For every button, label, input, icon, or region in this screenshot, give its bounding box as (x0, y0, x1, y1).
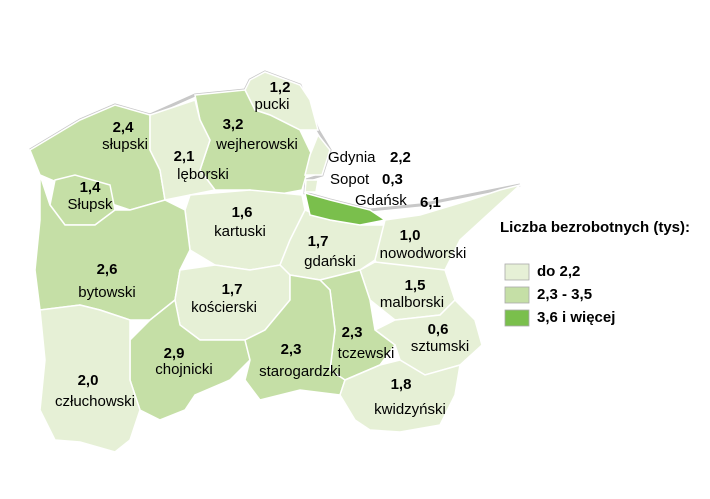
legend-label: do 2,2 (537, 263, 580, 280)
region-value: 1,7 (308, 233, 329, 250)
region-value: 1,0 (400, 227, 421, 244)
region-name: sztumski (411, 338, 469, 355)
region-value: 1,2 (270, 79, 291, 96)
region (304, 179, 319, 193)
region-name: słupski (102, 136, 148, 153)
legend-title: Liczba bezrobotnych (tys): (500, 219, 691, 236)
region-name: chojnicki (155, 361, 213, 378)
region-value: 2,3 (281, 341, 302, 358)
region-name: kwidzyński (374, 401, 446, 418)
region-name: nowodworski (380, 245, 467, 262)
region (339, 359, 461, 433)
region-value: 1,5 (405, 277, 426, 294)
region-value: 2,0 (78, 372, 99, 389)
region-name: lęborski (177, 166, 229, 183)
legend-label: 3,6 i więcej (537, 309, 615, 326)
region-name: człuchowski (55, 393, 135, 410)
region-value: 0,6 (428, 321, 449, 338)
region-value: 2,3 (342, 324, 363, 341)
region-value: 1,7 (222, 281, 243, 298)
region-name: tczewski (338, 345, 395, 362)
region-value: 2,6 (97, 261, 118, 278)
region-value: 2,9 (164, 345, 185, 362)
region-name: malborski (380, 294, 444, 311)
region (149, 99, 217, 201)
region-name: Sopot (330, 171, 370, 188)
region-value: 1,8 (391, 376, 412, 393)
region-value: 1,6 (232, 204, 253, 221)
region (304, 133, 331, 176)
region-value: 3,2 (223, 116, 244, 133)
legend-swatch (504, 263, 530, 281)
region-value: 1,4 (80, 179, 102, 196)
region-name: kościerski (191, 299, 257, 316)
legend-swatch (504, 309, 530, 327)
legend-label: 2,3 - 3,5 (537, 286, 592, 303)
region (244, 274, 346, 401)
region-name: Gdańsk (355, 192, 407, 209)
region-value: 0,3 (382, 171, 403, 188)
region-name: gdański (304, 253, 356, 270)
region-name: Gdynia (328, 149, 376, 166)
region-name: wejherowski (215, 136, 298, 153)
region-value: 6,1 (420, 194, 441, 211)
region (39, 304, 141, 453)
region-name: Słupsk (67, 196, 113, 213)
region-value: 2,4 (113, 119, 135, 136)
region-name: starogardzki (259, 363, 341, 380)
region-value: 2,2 (390, 149, 411, 166)
region (303, 191, 387, 226)
legend-swatch (504, 286, 530, 304)
region-value: 2,1 (174, 148, 195, 165)
region-name: bytowski (78, 284, 136, 301)
region-name: kartuski (214, 223, 266, 240)
region-name: pucki (254, 96, 289, 113)
